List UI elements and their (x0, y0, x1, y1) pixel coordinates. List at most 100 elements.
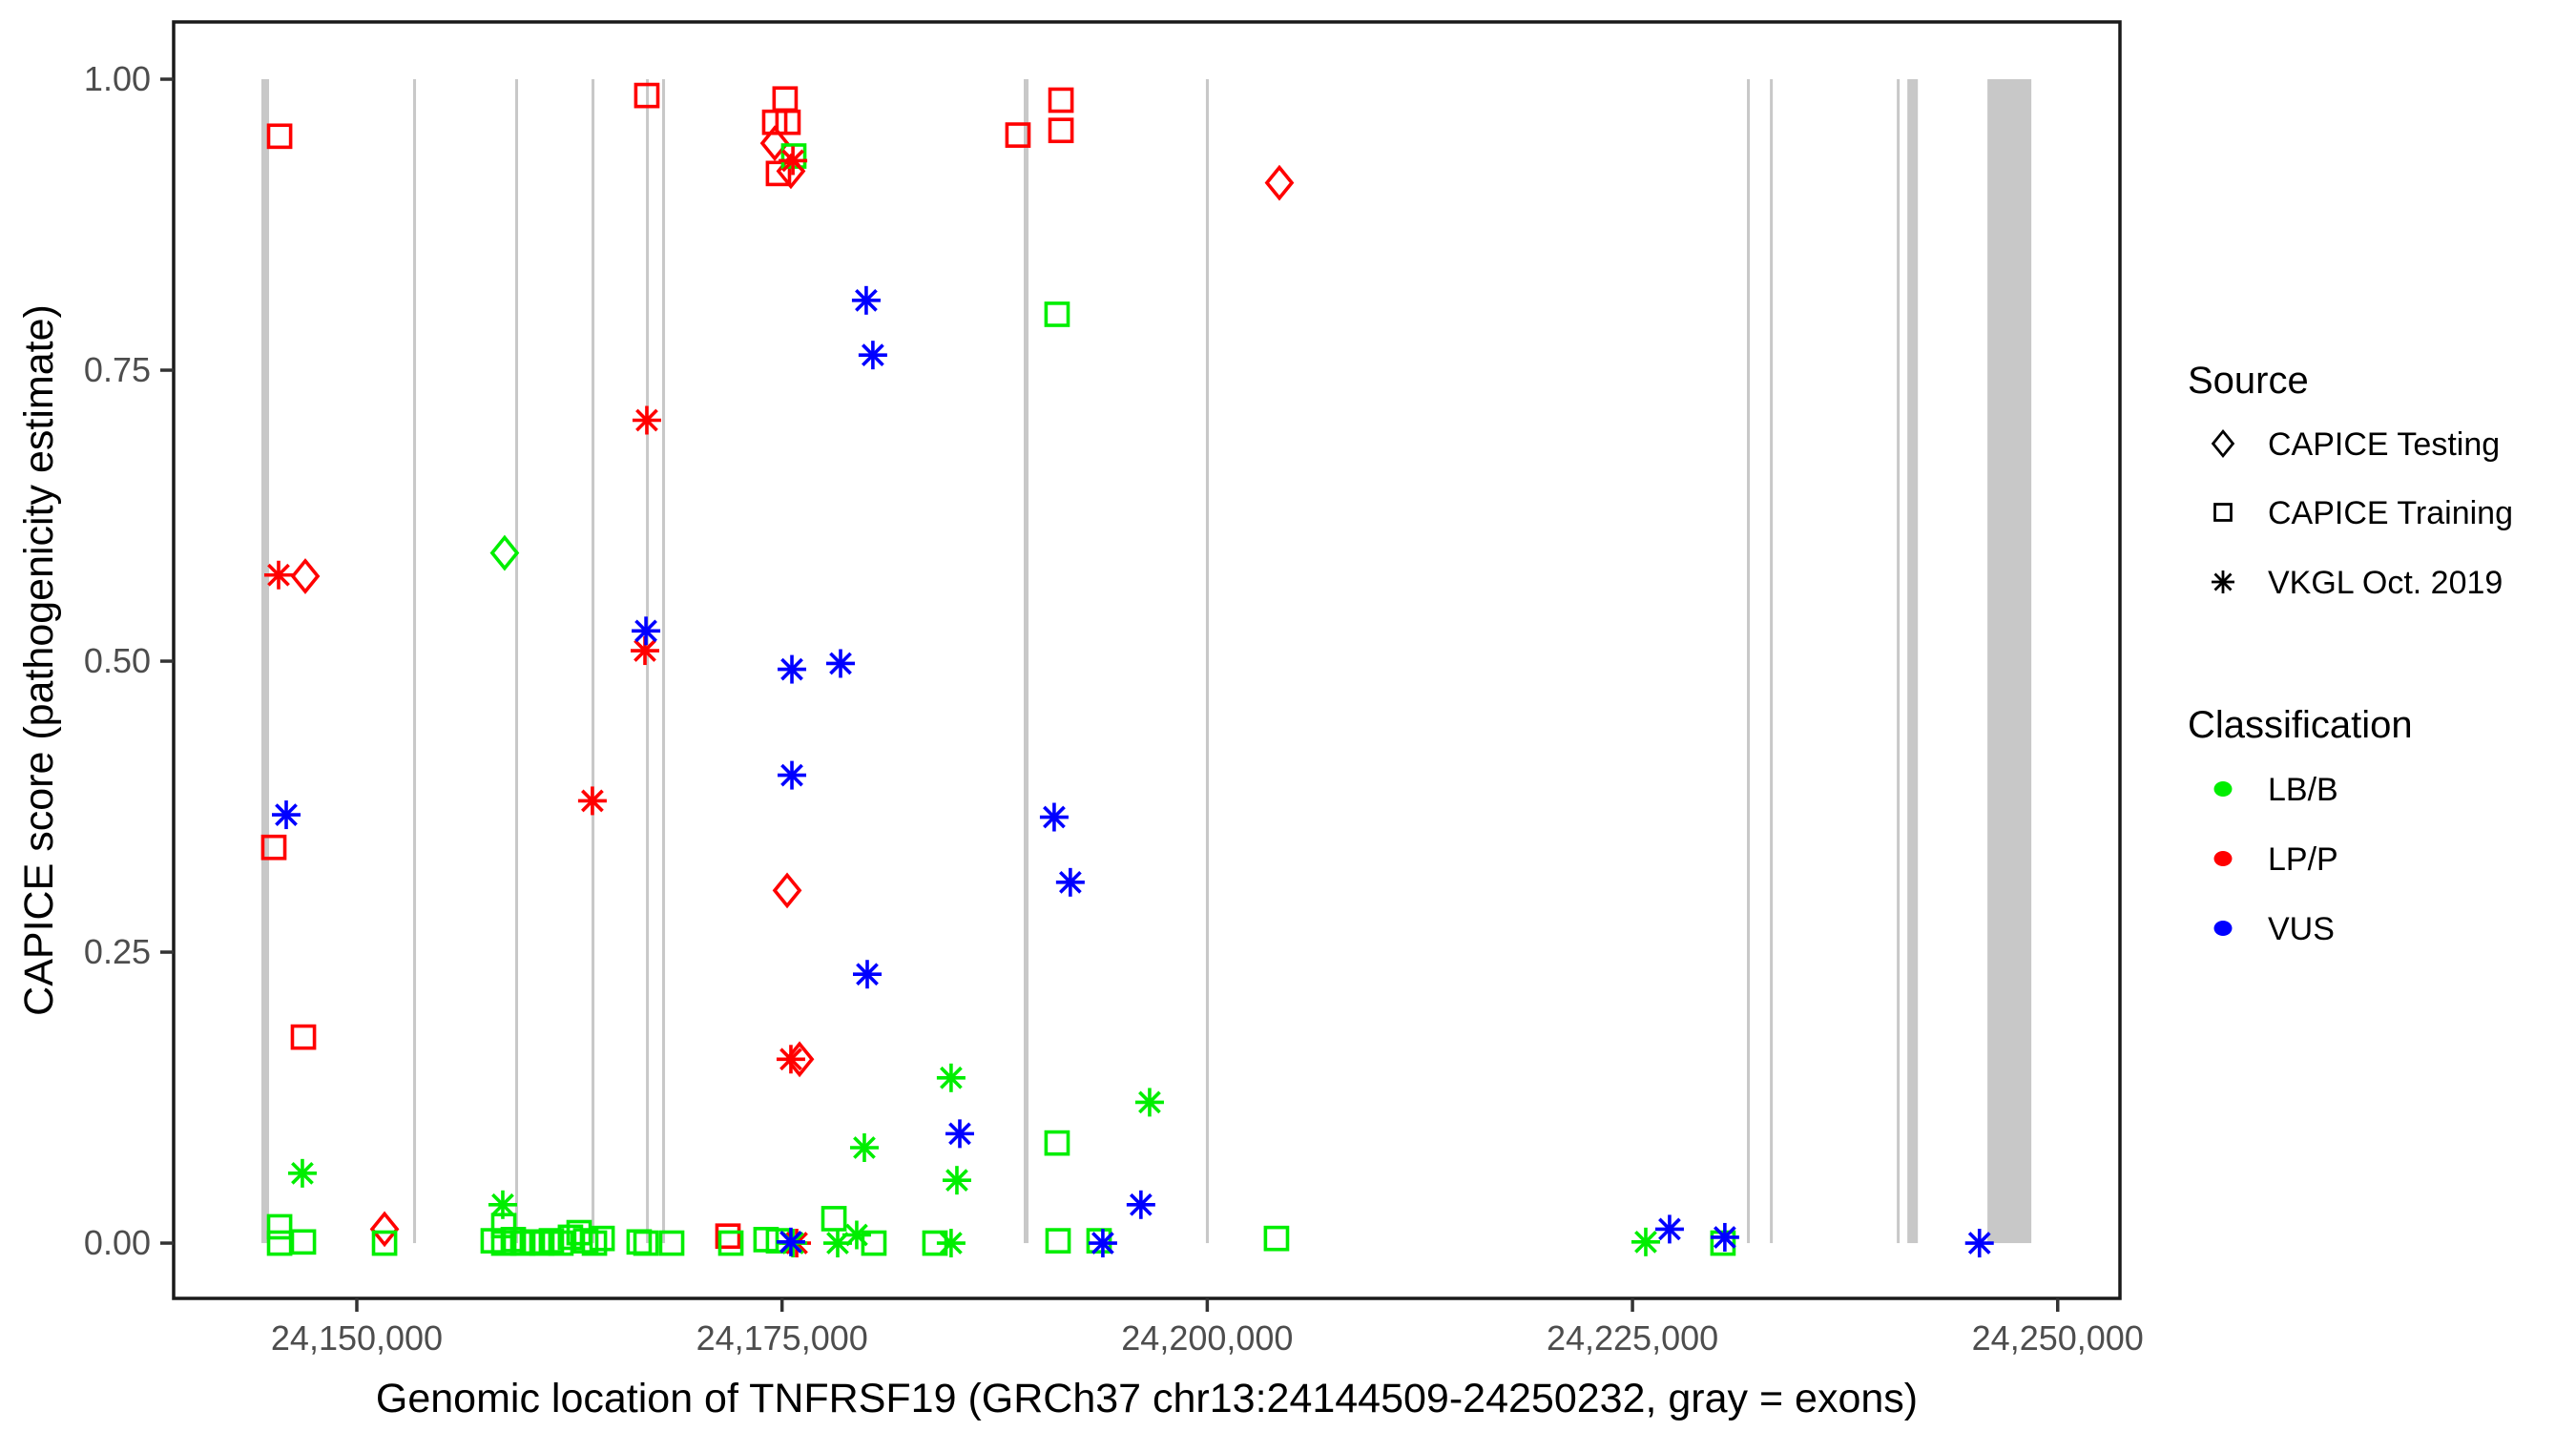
data-points (260, 82, 1994, 1258)
data-point (557, 1224, 584, 1251)
data-point (776, 1045, 805, 1074)
data-point (1039, 802, 1069, 832)
data-point (1654, 1214, 1684, 1244)
legend-item-capice-training: CAPICE Training (2213, 495, 2513, 531)
x-tick-label: 24,250,000 (1972, 1318, 2144, 1358)
data-point (1048, 117, 1074, 144)
exon-bar (260, 79, 270, 1244)
legend-item-label: LP/P (2268, 841, 2338, 878)
data-point (778, 760, 807, 790)
data-point (1964, 1229, 1994, 1258)
data-point (581, 1230, 608, 1256)
data-point (761, 109, 788, 135)
x-tick-label: 24,150,000 (271, 1318, 443, 1358)
x-axis-title: Genomic location of TNFRSF19 (GRCh37 chr… (376, 1376, 1918, 1421)
data-point (371, 1230, 398, 1256)
legend-classification-items: LB/B LP/P VUS (2213, 772, 2338, 947)
data-point (765, 160, 792, 187)
x-tick-label: 24,175,000 (696, 1318, 868, 1358)
exon-bar (413, 79, 417, 1244)
data-point (853, 960, 883, 989)
data-point (778, 654, 807, 684)
data-point (577, 786, 607, 816)
data-point (1134, 1088, 1164, 1117)
data-point (759, 125, 790, 162)
legend-source-items: CAPICE Testing CAPICE Training VKGL Oct. 2… (2211, 426, 2513, 601)
data-point (841, 1220, 871, 1250)
legend-source-title: Source (2188, 360, 2309, 402)
legend-item-label: CAPICE Training (2268, 495, 2513, 531)
data-point (851, 285, 881, 315)
exon-bar (514, 79, 519, 1244)
data-point (634, 82, 660, 109)
y-tick-label: 0.75 (84, 350, 151, 389)
data-point (1055, 867, 1085, 897)
data-point (260, 834, 287, 861)
data-point (632, 616, 661, 646)
data-point (1048, 87, 1074, 114)
data-point (942, 1166, 971, 1195)
asterisk-icon (2212, 570, 2234, 593)
data-point (1088, 1229, 1117, 1258)
exon-bar (646, 79, 650, 1244)
data-point (1044, 301, 1070, 327)
data-point (489, 534, 520, 571)
legend-item-lb-b: LB/B (2213, 772, 2338, 808)
data-point (572, 1228, 599, 1254)
exon-bar (1987, 79, 2032, 1244)
exon-bar (1770, 79, 1774, 1244)
data-point (936, 1063, 966, 1092)
data-point (849, 1133, 879, 1163)
data-point (1126, 1190, 1155, 1219)
y-axis-title: CAPICE score (pathogenicity estimate) (16, 304, 62, 1016)
diamond-icon (2211, 428, 2235, 459)
data-point (658, 1230, 685, 1256)
y-tick-label: 1.00 (84, 59, 151, 98)
legend-item-label: LB/B (2268, 772, 2338, 808)
x-axis: 24,150,000 24,175,000 24,200,000 24,225,000… (271, 1298, 2144, 1358)
legend-item-label: VUS (2268, 911, 2335, 947)
exon-bar (662, 79, 666, 1244)
data-point (858, 341, 887, 370)
data-point (936, 1229, 966, 1258)
exon-bars (260, 79, 2032, 1244)
data-point (1263, 1225, 1290, 1252)
data-point (1045, 1228, 1071, 1254)
y-axis: 0.00 0.25 0.50 0.75 1.00 (84, 59, 174, 1262)
data-point (266, 123, 293, 150)
data-point (772, 86, 799, 113)
square-icon (2213, 503, 2233, 522)
exon-bar (1747, 79, 1751, 1244)
classification-dot-icon (2213, 851, 2233, 866)
exon-bar (1907, 79, 1919, 1244)
data-point (369, 1211, 400, 1248)
data-point (290, 1024, 317, 1050)
exon-bar (1205, 79, 1209, 1244)
x-tick-label: 24,225,000 (1547, 1318, 1718, 1358)
exon-bar (1897, 79, 1901, 1244)
data-point (290, 558, 321, 594)
legend-item-vus: VUS (2213, 911, 2335, 947)
legend-classification-title: Classification (2188, 704, 2413, 746)
data-point (287, 1158, 317, 1188)
legend-item-lp-p: LP/P (2213, 841, 2338, 878)
data-point (632, 405, 661, 435)
classification-dot-icon (2213, 921, 2233, 936)
data-point (1086, 1228, 1112, 1254)
data-point (945, 1119, 974, 1149)
y-tick-label: 0.25 (84, 932, 151, 971)
data-point (272, 800, 301, 830)
data-point (1710, 1230, 1736, 1256)
data-point (776, 1227, 805, 1256)
x-tick-label: 24,200,000 (1121, 1318, 1293, 1358)
classification-dot-icon (2213, 781, 2233, 797)
data-point (290, 1229, 317, 1255)
data-point (1631, 1227, 1660, 1256)
y-tick-label: 0.50 (84, 641, 151, 680)
data-point (263, 560, 293, 590)
data-point (775, 109, 801, 135)
data-point (779, 146, 808, 176)
data-point (1710, 1222, 1739, 1252)
